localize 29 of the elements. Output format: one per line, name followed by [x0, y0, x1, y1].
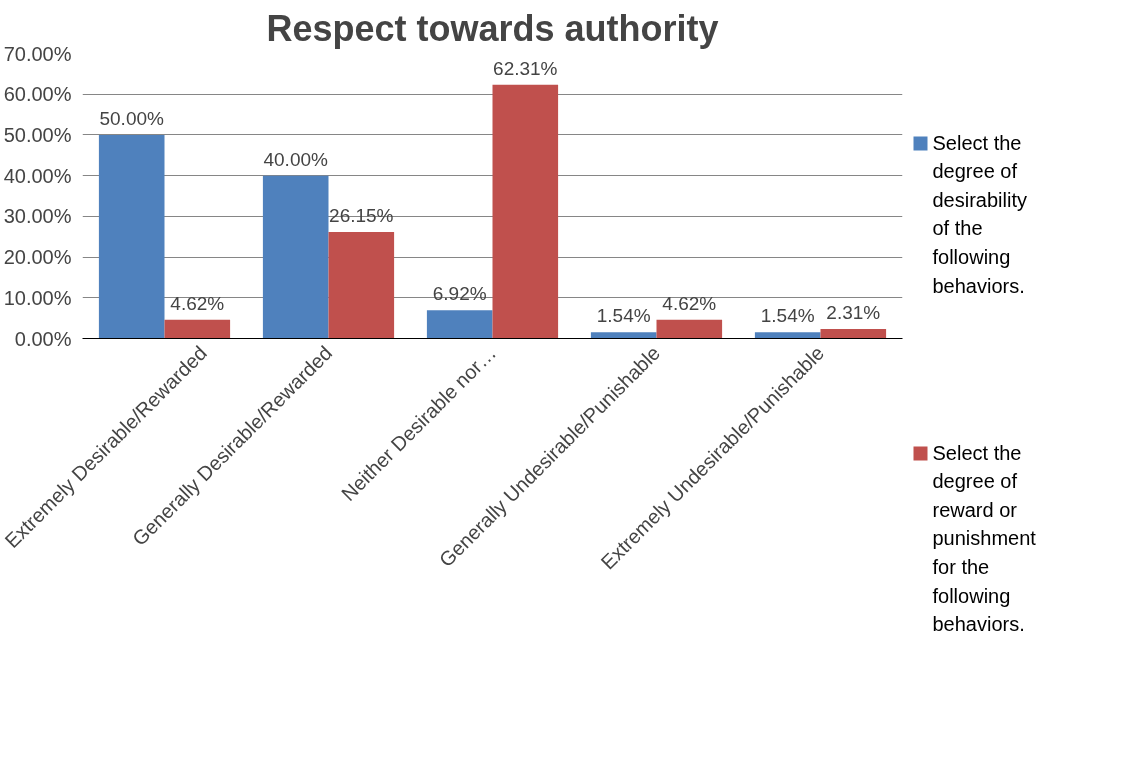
- y-tick-label: 50.00%: [3, 123, 72, 146]
- data-label: 62.31%: [493, 57, 558, 79]
- legend-label: Select the degree of reward or punishment for the following behaviors.: [932, 441, 1037, 636]
- bar: [656, 319, 723, 339]
- legend-label: Select the degree of desirability of the following behaviors.: [932, 131, 1027, 297]
- y-tick-label: 20.00%: [3, 246, 72, 269]
- bar: [492, 84, 559, 339]
- data-label: 1.54%: [760, 305, 815, 327]
- y-tick-label: 70.00%: [3, 42, 72, 65]
- data-label: 50.00%: [99, 107, 165, 129]
- chart-title: Respect towards authority: [266, 7, 719, 49]
- data-label: 2.31%: [826, 302, 881, 324]
- y-tick-label: 30.00%: [3, 205, 72, 228]
- bar: [426, 310, 493, 339]
- bar: [262, 175, 329, 339]
- bar: [164, 319, 231, 339]
- data-label: 1.54%: [596, 305, 651, 327]
- data-label: 4.62%: [662, 292, 717, 314]
- bar: [820, 329, 887, 339]
- data-label: 4.62%: [170, 292, 225, 314]
- bar: [328, 232, 395, 339]
- y-tick-label: 10.00%: [3, 286, 72, 309]
- bar: [754, 332, 821, 339]
- bar: [590, 332, 657, 339]
- y-tick-label: 0.00%: [14, 327, 72, 350]
- bar: [98, 134, 165, 339]
- data-label: 40.00%: [263, 148, 329, 170]
- y-tick-label: 60.00%: [3, 83, 72, 106]
- y-tick-label: 40.00%: [3, 164, 72, 187]
